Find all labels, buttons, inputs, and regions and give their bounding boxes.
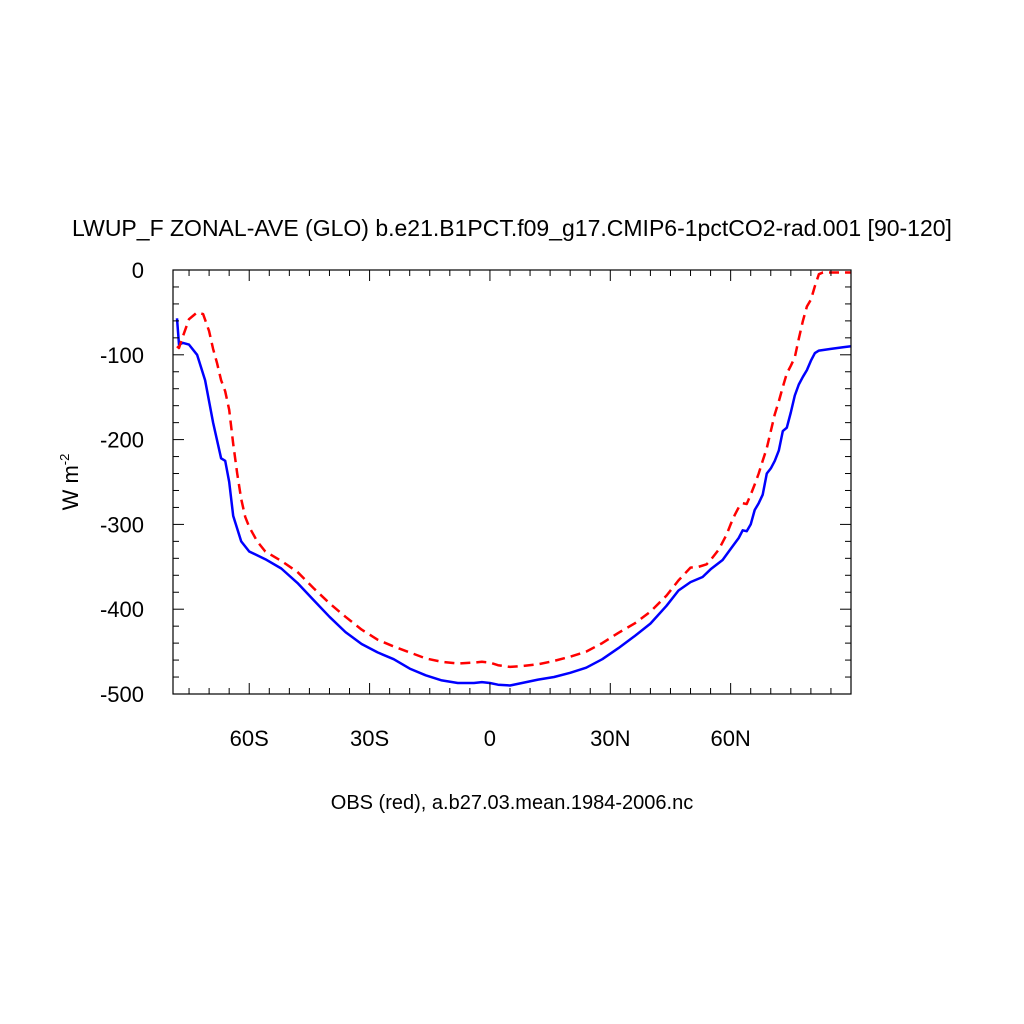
y-tick-label: 0	[132, 258, 144, 283]
y-tick-label: -500	[100, 682, 144, 707]
y-tick-label: -400	[100, 597, 144, 622]
x-tick-label: 0	[484, 726, 496, 751]
plot-frame	[172, 269, 852, 695]
plot-area: 0 -100 -200 -300 -400 -500 60S 30S 0 30N 60N	[100, 258, 852, 751]
x-tick-label: 60N	[710, 726, 750, 751]
y-tick-label: -100	[100, 343, 144, 368]
series-line-2	[176, 271, 851, 669]
x-axis-label: OBS (red), a.b27.03.mean.1984-2006.nc	[331, 792, 693, 814]
x-tick-label: 60S	[230, 726, 269, 751]
x-tick-label: 30N	[590, 726, 630, 751]
svg-text:W m-2: W m-2	[57, 454, 83, 511]
x-tick-label: 30S	[350, 726, 389, 751]
y-axis-label: W m-2	[57, 454, 83, 511]
y-tick-label: -200	[100, 428, 144, 453]
chart-title: LWUP_F ZONAL-AVE (GLO) b.e21.B1PCT.f09_g…	[72, 215, 952, 241]
y-tick-label: -300	[100, 512, 144, 537]
y-axis-label-exponent: -2	[57, 454, 72, 466]
series-line-1	[175, 318, 851, 687]
y-axis-label-main: W m	[58, 465, 83, 510]
